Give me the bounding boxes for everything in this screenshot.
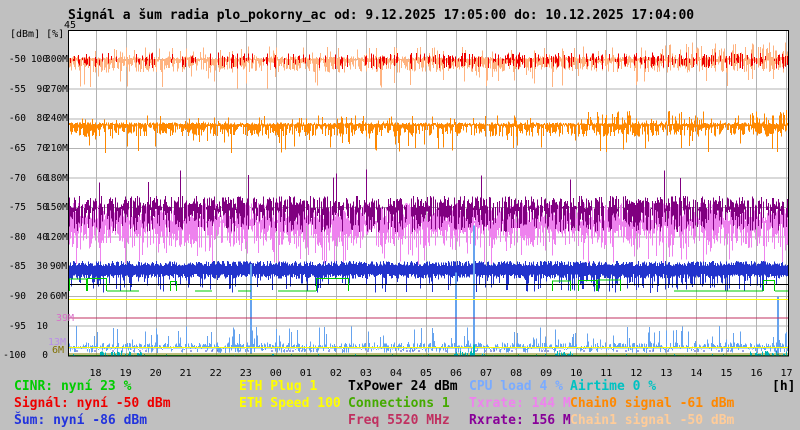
y-tick-mbps: 270M: [45, 83, 68, 95]
series-airtime: [73, 344, 789, 357]
legend-item: Airtime 0 %: [570, 379, 657, 394]
y-axis-row: -85 30 90M: [0, 261, 68, 273]
x-tick-hour: 12: [630, 368, 643, 379]
y-axis-value-label: 6M: [52, 345, 65, 356]
y-axis-row: -60 80 240M: [0, 113, 68, 125]
y-tick-dbm: -85: [8, 261, 26, 273]
y-tick-pct: 100: [30, 54, 48, 66]
x-tick-hour: 07: [480, 368, 493, 379]
y-tick-pct: 80: [36, 113, 48, 125]
y-tick-mbps: 210M: [45, 142, 68, 154]
x-tick-hour: 05: [419, 368, 433, 379]
series-rxrate: [69, 169, 789, 233]
x-tick-hour: 19: [119, 368, 132, 379]
y-tick-dbm: -60: [8, 113, 26, 125]
y-tick-pct: 90: [36, 83, 48, 95]
y-axis-value-label: 13M: [48, 337, 67, 348]
y-axis-row: -75 50 150M: [0, 202, 68, 214]
y-axis-row: -65 70 210M: [0, 142, 68, 154]
y-tick-dbm: -95: [8, 320, 26, 332]
x-tick-hour: 02: [329, 368, 342, 379]
y-tick-mbps: 150M: [45, 202, 68, 214]
x-tick-hour: 23: [239, 368, 252, 379]
series-cpu-load: [69, 225, 789, 355]
series-cinr: [69, 277, 788, 292]
x-tick-hour: 22: [209, 368, 222, 379]
y-axis-row: -90 20 60M: [0, 290, 68, 302]
y-axis-top-label: 45: [64, 20, 77, 31]
legend-item: Šum: nyní -86 dBm: [14, 413, 148, 428]
y-tick-mbps: 180M: [45, 172, 68, 184]
x-tick-hour: 06: [450, 368, 463, 379]
y-tick-dbm: -50: [8, 54, 26, 66]
y-tick-pct: 60: [36, 172, 48, 184]
legend-item: Freq 5520 MHz: [348, 413, 450, 428]
x-tick-hour: 16: [750, 368, 763, 379]
y-axis-unit-label: [dBm] [%]: [10, 29, 65, 40]
y-tick-pct: 10: [36, 320, 48, 332]
x-tick-hour: 01: [299, 368, 312, 379]
x-tick-hour: 08: [510, 368, 523, 379]
graph-title: Signál a šum radia plo_pokorny_ac od: 9.…: [68, 8, 695, 23]
y-axis-row: -95 10: [0, 320, 68, 332]
series--um: [69, 260, 789, 293]
x-tick-hour: 15: [720, 368, 733, 379]
series-chain0-signal: [69, 110, 789, 153]
x-tick-hour: 18: [89, 368, 102, 379]
x-tick-hour: 14: [690, 368, 703, 379]
y-tick-mbps: 300M: [45, 54, 68, 66]
y-tick-pct: 30: [36, 261, 48, 273]
y-tick-dbm: -55: [8, 83, 26, 95]
y-tick-mbps: 240M: [45, 113, 68, 125]
y-tick-dbm: -65: [8, 142, 26, 154]
y-tick-dbm: -70: [8, 172, 26, 184]
x-tick-hour: 20: [149, 368, 162, 379]
x-tick-hour: 21: [179, 368, 192, 379]
y-axis-row: -80 40 120M: [0, 231, 68, 243]
x-tick-hour: 03: [359, 368, 372, 379]
legend-item: CPU load 4 %: [469, 379, 563, 394]
series-sign-l: [70, 52, 788, 69]
y-axis-row: -100 0: [0, 350, 68, 362]
y-tick-mbps: 60M: [49, 290, 67, 302]
y-tick-dbm: -100: [3, 350, 26, 362]
y-tick-pct: 50: [36, 202, 48, 214]
x-tick-hour: 00: [269, 368, 282, 379]
x-tick-hour: 10: [570, 368, 583, 379]
x-tick-hour: 11: [600, 368, 613, 379]
y-tick-pct: 0: [42, 350, 48, 362]
y-tick-dbm: -75: [8, 202, 26, 214]
legend-item: Chain1 signal -50 dBm: [570, 413, 735, 428]
legend-item: TxPower 24 dBm: [348, 379, 458, 394]
y-tick-mbps: 120M: [45, 231, 68, 243]
y-tick-dbm: -90: [8, 290, 26, 302]
y-tick-pct: 20: [36, 290, 48, 302]
x-tick-hour: 17: [780, 368, 793, 379]
x-tick-hour: 13: [660, 368, 673, 379]
y-tick-mbps: 90M: [49, 261, 67, 273]
legend-item: Chain0 signal -61 dBm: [570, 396, 735, 411]
y-axis-row: -70 60 180M: [0, 172, 68, 184]
plot-border: [68, 30, 789, 357]
legend-item: ETH Plug 1: [239, 379, 318, 394]
plot-background: [68, 30, 789, 357]
x-tick-hour: 04: [389, 368, 402, 379]
legend-item: Connections 1: [348, 396, 450, 411]
y-tick-pct: 40: [36, 231, 48, 243]
legend-item: [h]: [772, 379, 796, 394]
y-axis-row: -50 100 300M: [0, 54, 68, 66]
legend-item: Signál: nyní -50 dBm: [14, 396, 171, 411]
y-axis-row: -55 90 270M: [0, 83, 68, 95]
legend-item: CINR: nyní 23 %: [14, 379, 132, 394]
legend-item: Txrate: 144 M: [469, 396, 571, 411]
y-axis-value-label: 39M: [56, 313, 75, 324]
legend-item: ETH Speed 100: [239, 396, 341, 411]
x-tick-hour: 09: [540, 368, 553, 379]
y-tick-dbm: -80: [8, 231, 26, 243]
y-tick-pct: 70: [36, 142, 48, 154]
legend-item: Rxrate: 156 M: [469, 413, 571, 428]
